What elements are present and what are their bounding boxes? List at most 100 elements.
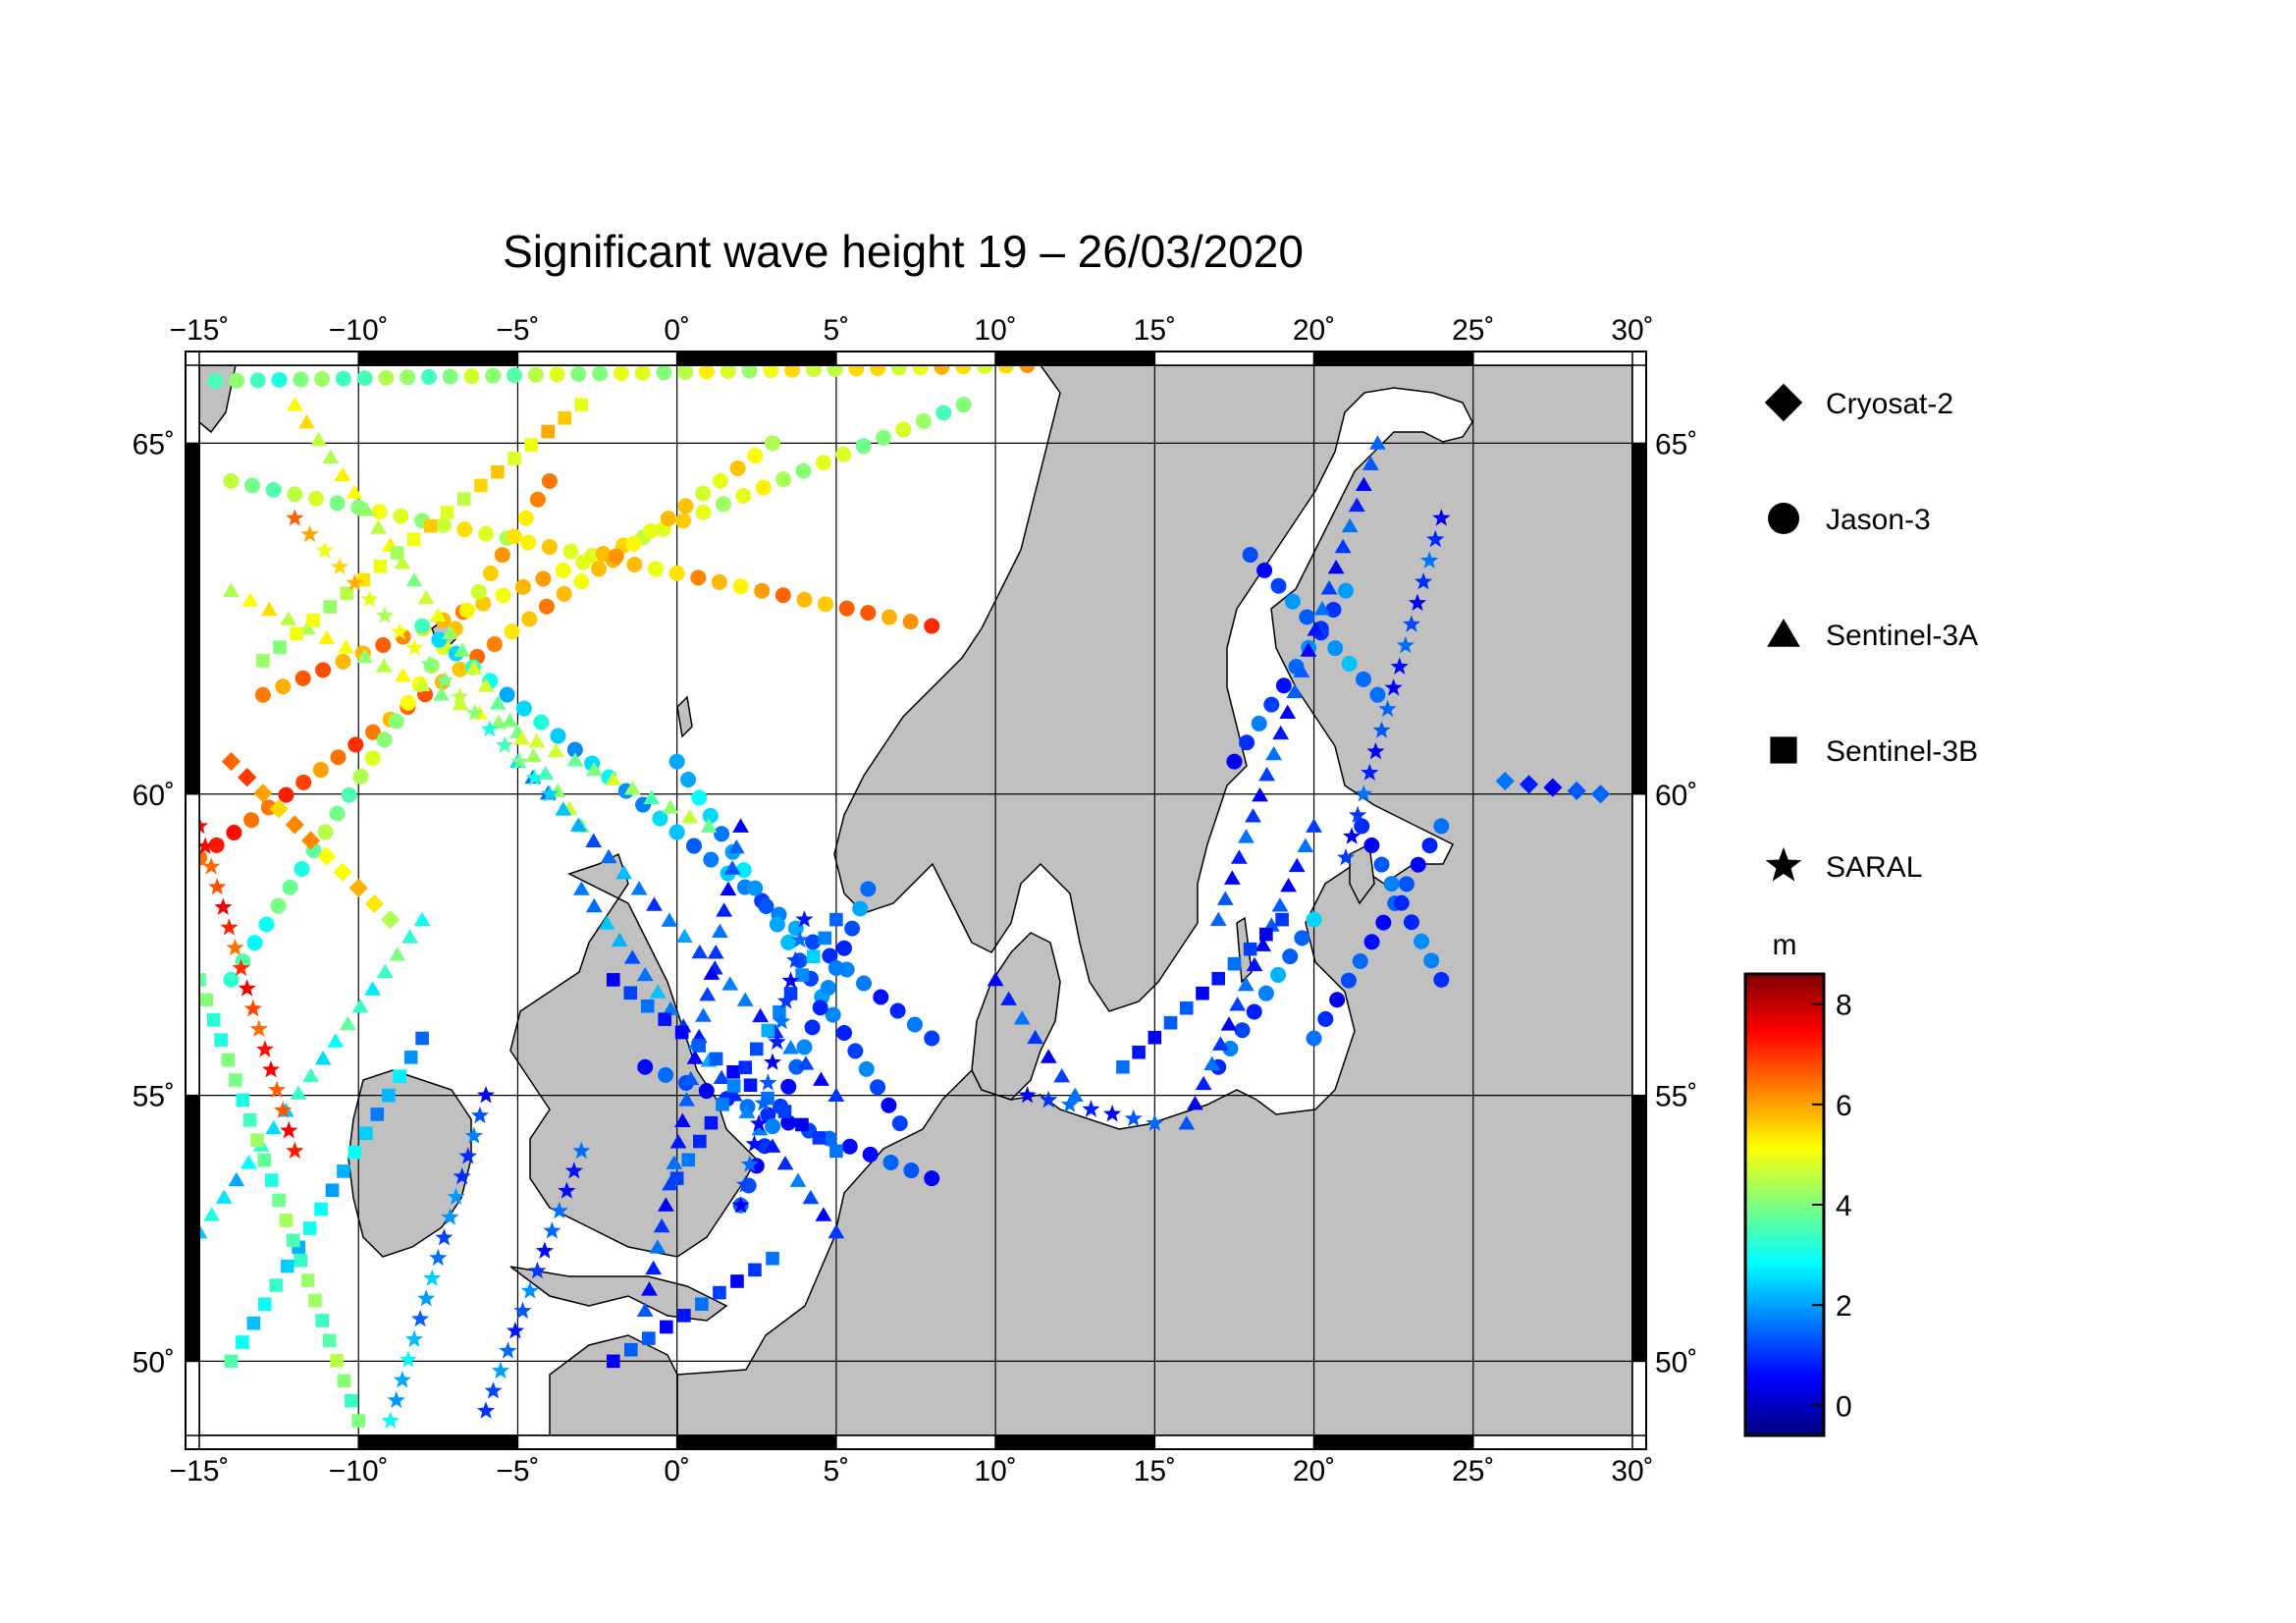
wave-height-point [1355,476,1372,491]
wave-height-point [776,1155,794,1170]
wave-height-point [406,532,421,547]
wave-height-point [690,569,707,586]
wave-height-point [658,1066,674,1083]
wave-height-point [357,502,375,516]
wave-height-point [637,1058,654,1075]
wave-height-point [285,815,304,835]
wave-height-point [504,623,520,640]
wave-height-point [269,799,289,819]
wave-height-point [300,1273,315,1287]
wave-height-point [535,1241,554,1259]
track-saral [381,1086,496,1429]
wave-height-point [681,1153,696,1167]
wave-height-point [1211,1036,1229,1051]
wave-height-point [393,1371,411,1388]
wave-height-point [775,471,792,488]
wave-height-point [1245,808,1261,823]
frame-bar-segment [198,1434,359,1450]
wave-height-point [300,524,319,543]
frame-bar-segment [516,351,678,366]
wave-height-point [206,1012,221,1027]
wave-height-point [781,971,800,989]
lat-tick-label: 55˚ [1655,1081,1697,1113]
wave-height-point [891,1115,908,1132]
wave-height-point [228,372,244,389]
wave-height-point [433,686,450,701]
wave-height-point [766,1251,779,1266]
lon-tick-label: 30˚ [1611,314,1653,347]
wave-height-point [1196,986,1209,1001]
lat-tick-label: 65˚ [133,428,175,460]
wave-height-point [691,944,709,959]
wave-height-point [249,1019,268,1037]
wave-height-point [223,472,240,489]
wave-height-point [370,1108,385,1121]
wave-height-point [513,730,530,745]
wave-height-point [370,519,387,534]
wave-height-point [977,365,993,374]
wave-height-point [400,369,416,386]
wave-height-point [214,1033,228,1047]
wave-height-point [510,752,529,770]
wave-height-point [541,472,558,489]
wave-height-point [260,601,278,617]
wave-height-point [381,1088,396,1103]
wave-height-point [1211,971,1226,986]
wave-height-point [906,1016,923,1033]
wave-height-point [1272,725,1290,740]
frame-bar-segment [1312,1434,1474,1450]
wave-height-point [265,1119,283,1135]
wave-height-point [1216,891,1234,905]
wave-height-point [1320,580,1338,595]
wave-height-point [199,993,214,1007]
wave-height-point [1334,538,1352,554]
wave-height-point [738,1060,752,1075]
wave-height-point [317,824,334,840]
wave-height-point [286,397,303,411]
wave-height-point [325,1183,340,1198]
lon-tick-label: 15˚ [1134,1455,1176,1488]
wave-height-point [341,786,357,803]
wave-height-point [805,934,822,950]
map-border-bars [185,351,1647,1450]
wave-height-point [375,606,395,623]
wave-height-point [795,1117,809,1132]
wave-height-point [501,713,518,728]
wave-height-point [653,1217,670,1233]
wave-height-point [924,618,940,634]
wave-height-point [207,373,224,390]
wave-height-point [1259,927,1273,942]
wave-height-point [796,591,813,608]
wave-height-point [255,1040,274,1057]
wave-height-point [624,1342,638,1357]
wave-height-point [486,636,503,653]
wave-height-point [447,1187,465,1205]
wave-height-point [636,966,654,982]
wave-height-point [675,928,693,944]
wave-height-point [813,1071,829,1086]
wave-height-point [805,365,822,378]
wave-height-point [1363,934,1380,950]
legend-label: Sentinel-3B [1826,735,1978,768]
wave-height-point [474,478,488,493]
wave-height-point [630,881,648,895]
wave-height-point [780,1078,797,1095]
wave-height-point [440,506,454,519]
wave-height-point [777,1105,792,1118]
wave-height-point [529,491,546,508]
altimeter-tracks [199,365,1611,1429]
wave-height-point [1306,911,1322,928]
wave-height-point [224,1354,239,1369]
wave-height-point [693,1134,707,1149]
wave-height-point [1408,593,1427,612]
frame-bar-segment [1631,364,1647,445]
wave-height-point [330,1354,344,1368]
wave-height-point [1275,912,1289,927]
wave-height-point [533,714,550,730]
wave-height-point [346,484,363,499]
wave-height-point [743,1078,758,1093]
wave-height-point [221,1053,236,1067]
wave-height-point [457,492,471,506]
wave-height-point [606,973,620,987]
wave-height-point [376,963,394,979]
